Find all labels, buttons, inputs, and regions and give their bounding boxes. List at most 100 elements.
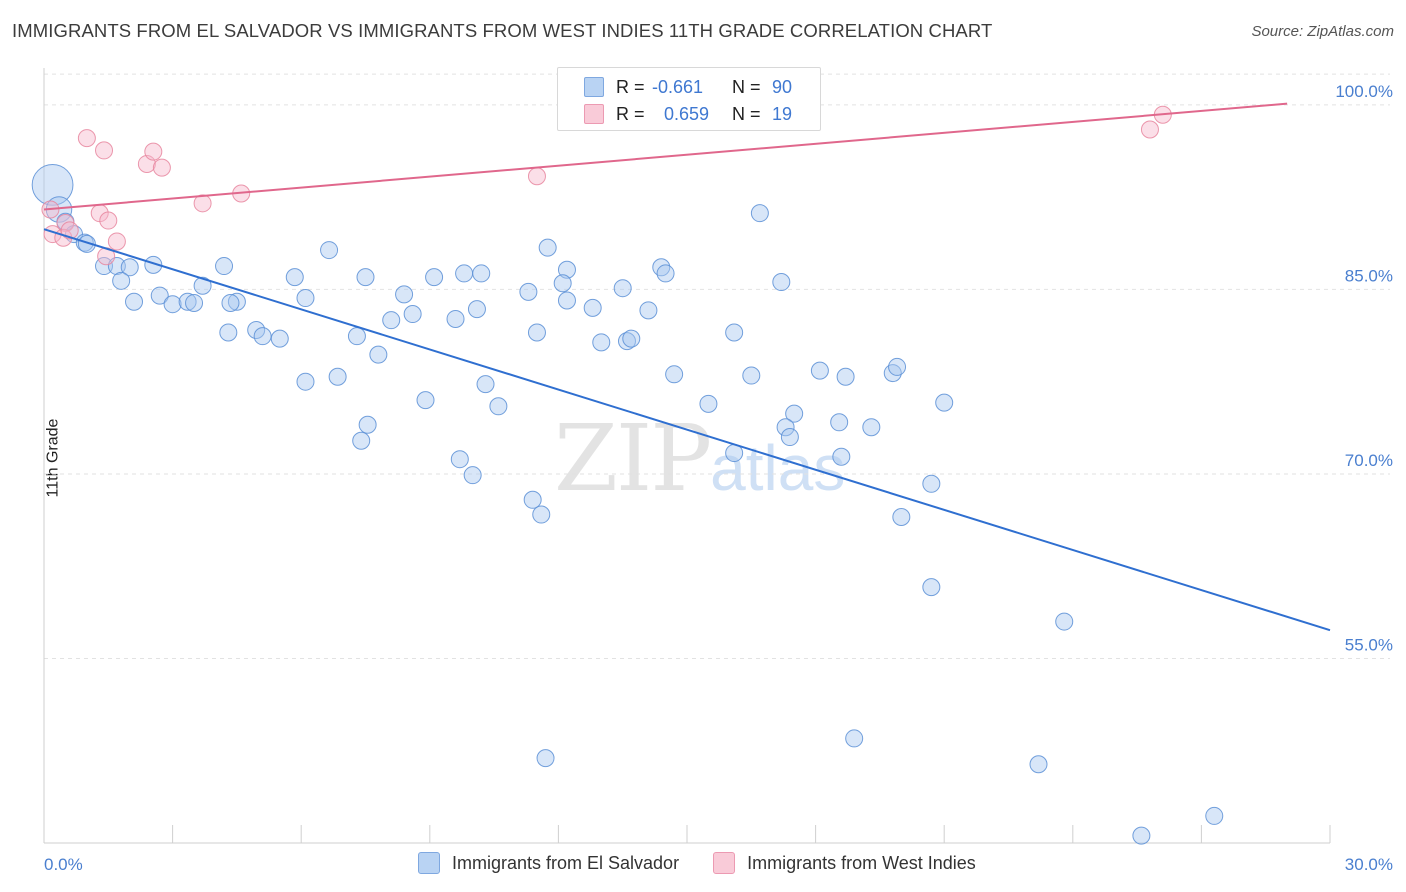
series-legend-el-salvador[interactable]: Immigrants from El Salvador — [418, 852, 679, 874]
el-salvador-point — [557, 260, 576, 279]
el-salvador-point — [725, 323, 744, 342]
el-salvador-point — [144, 255, 163, 274]
x-tick-label: 30.0% — [1345, 855, 1393, 874]
el-salvador-point — [519, 282, 538, 301]
series-legend-west-indies[interactable]: Immigrants from West Indies — [713, 852, 976, 874]
el-salvador-point — [416, 391, 435, 410]
watermark-zip: ZIP — [554, 405, 712, 512]
legend-swatch-pink — [584, 104, 604, 124]
el-salvador-point — [382, 311, 401, 330]
legend-row-el-salvador: R = -0.661 N = 90 — [584, 74, 792, 100]
el-salvador-point — [285, 268, 304, 287]
west-indies-point — [152, 158, 171, 177]
series-legend-label: Immigrants from El Salvador — [452, 852, 680, 873]
el-salvador-point — [450, 450, 469, 469]
el-salvador-point — [219, 323, 238, 342]
el-salvador-point — [1205, 806, 1224, 825]
legend-r-value: -0.661 — [652, 76, 704, 97]
el-salvador-point — [699, 394, 718, 413]
el-salvador-point — [836, 367, 855, 386]
legend-swatch-blue — [584, 77, 604, 97]
y-tick-label: 100.0% — [1335, 82, 1393, 101]
el-salvador-point — [352, 431, 371, 450]
el-salvador-point — [369, 345, 388, 364]
el-salvador-point — [221, 293, 240, 312]
el-salvador-point — [613, 279, 632, 298]
el-salvador-point — [185, 293, 204, 312]
chart-title: IMMIGRANTS FROM EL SALVADOR VS IMMIGRANT… — [12, 20, 993, 41]
el-salvador-point — [1029, 755, 1048, 774]
el-salvador-point — [358, 415, 377, 434]
series-swatch-pink — [713, 852, 736, 874]
y-tick-label: 85.0% — [1345, 266, 1393, 285]
el-salvador-point — [785, 404, 804, 423]
el-salvador-point — [476, 375, 495, 394]
el-salvador-point — [31, 163, 74, 206]
el-salvador-point — [227, 292, 246, 311]
el-salvador-point — [455, 264, 474, 283]
legend-n-value: 19 — [772, 103, 793, 124]
el-salvador-point — [395, 285, 414, 304]
el-salvador-point — [527, 323, 546, 342]
west-indies-point — [95, 141, 114, 160]
west-indies-point — [1140, 120, 1159, 139]
legend-n-value: 90 — [772, 76, 793, 97]
el-salvador-point — [77, 234, 96, 253]
el-salvador-point — [120, 258, 139, 277]
el-salvador-point — [935, 393, 954, 412]
el-salvador-point — [536, 749, 555, 768]
el-salvador-point — [656, 264, 675, 283]
west-indies-trendline — [43, 102, 1288, 211]
el-salvador-point — [356, 268, 375, 287]
el-salvador-point — [583, 298, 602, 317]
el-salvador-point — [832, 447, 851, 466]
series-legend-label: Immigrants from West Indies — [747, 852, 976, 873]
el-salvador-point — [150, 286, 169, 305]
el-salvador-point — [780, 428, 799, 447]
el-salvador-point — [215, 257, 234, 276]
el-salvador-point — [845, 729, 864, 748]
el-salvador-point — [403, 305, 422, 324]
el-salvador-point — [320, 241, 339, 260]
el-salvador-point — [750, 204, 769, 223]
el-salvador-point — [112, 271, 131, 290]
el-salvador-point — [830, 413, 849, 432]
legend-r-key: R = — [616, 76, 645, 97]
el-salvador-point — [467, 300, 486, 319]
el-salvador-point — [193, 276, 212, 295]
el-salvador-point — [163, 295, 182, 314]
el-salvador-point — [922, 578, 941, 597]
stats-legend: R = -0.661 N = 90 R = 0.659 N = 19 — [557, 67, 821, 131]
el-salvador-point — [296, 372, 315, 391]
west-indies-point — [193, 194, 212, 213]
source-label: Source: ZipAtlas.com — [1251, 23, 1394, 40]
el-salvador-point — [776, 418, 795, 437]
el-salvador-point — [270, 329, 289, 348]
el-salvador-point — [523, 490, 542, 509]
legend-row-west-indies: R = 0.659 N = 19 — [584, 101, 792, 127]
series-swatch-blue — [418, 852, 440, 874]
west-indies-point — [99, 211, 118, 230]
el-salvador-point — [639, 301, 658, 320]
el-salvador-point — [532, 505, 551, 524]
el-salvador-point — [463, 466, 482, 485]
el-salvador-point — [328, 367, 347, 386]
el-salvador-point — [557, 291, 576, 310]
series-legend: Immigrants from El Salvador Immigrants f… — [418, 852, 1010, 874]
west-indies-point — [107, 232, 126, 251]
legend-r-value: 0.659 — [664, 103, 710, 124]
el-salvador-point — [446, 309, 465, 328]
el-salvador-point — [425, 268, 444, 287]
el-salvador-point — [772, 273, 791, 292]
el-salvador-point — [922, 474, 941, 493]
el-salvador-point — [1055, 612, 1074, 631]
west-indies-point — [144, 142, 163, 161]
el-salvador-point — [1132, 826, 1151, 845]
el-salvador-point — [296, 289, 315, 308]
el-salvador-point — [810, 361, 829, 380]
el-salvador-point — [592, 333, 611, 352]
el-salvador-point — [742, 366, 761, 385]
el-salvador-point — [472, 264, 491, 283]
y-tick-label: 70.0% — [1345, 451, 1393, 470]
